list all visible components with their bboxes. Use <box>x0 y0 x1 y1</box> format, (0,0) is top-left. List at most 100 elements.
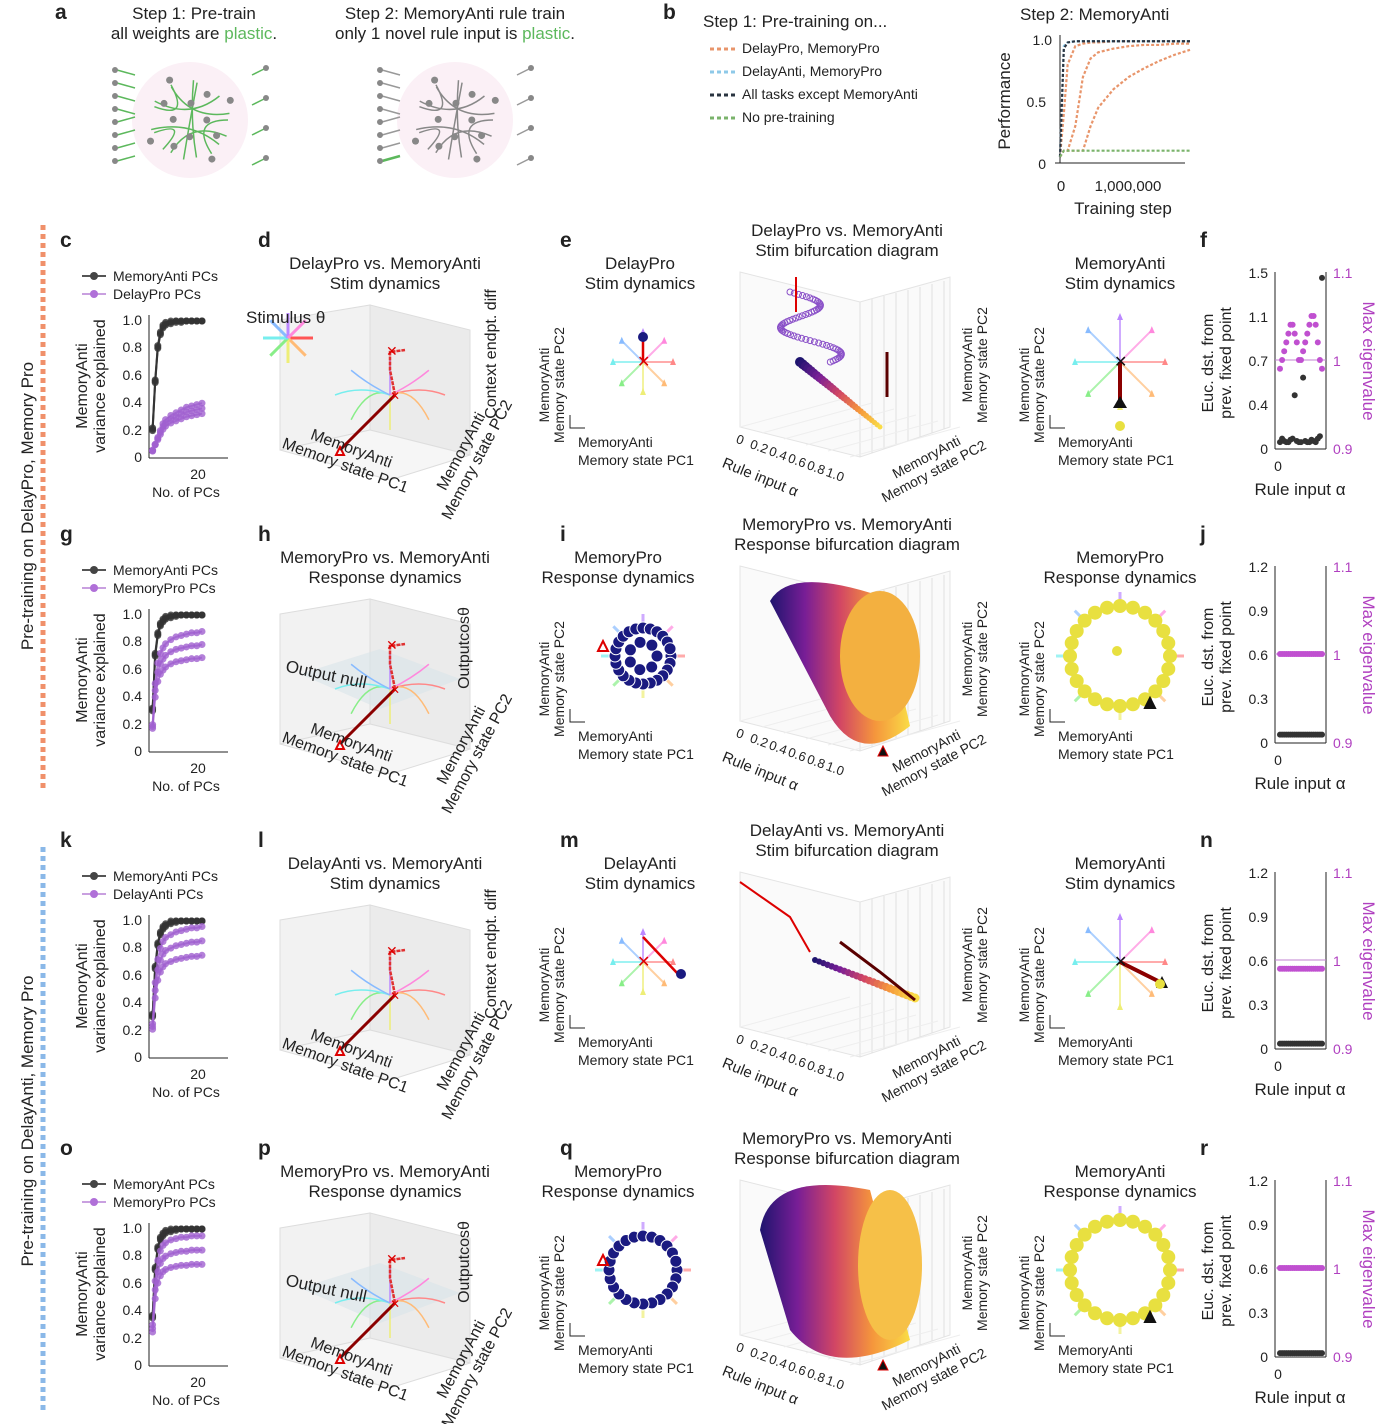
fixed-point <box>669 1254 683 1268</box>
data-point <box>193 317 201 325</box>
axis-label-line: Memory state PC1 <box>578 746 694 762</box>
arrow-head <box>670 358 676 365</box>
recurrent-connection <box>170 86 230 116</box>
data-point <box>193 952 201 960</box>
data-point <box>154 436 162 444</box>
input-weight <box>116 129 136 136</box>
data-point <box>188 629 196 637</box>
right-y-tick: 0.9 <box>1333 735 1353 751</box>
data-point <box>149 1025 157 1033</box>
right-y-tick: 1.1 <box>1333 265 1353 281</box>
panel-letter: k <box>60 829 72 852</box>
stimulus-trajectory <box>334 989 391 996</box>
step1-subtitle: all weights are plastic. <box>111 25 277 43</box>
axis-label-line: MemoryAnti <box>536 347 552 423</box>
plot-title: Step 2: MemoryAnti <box>1020 5 1170 24</box>
data-point <box>172 955 180 963</box>
right-y-tick: 1 <box>1333 647 1341 663</box>
grid-line <box>849 426 961 458</box>
neuron <box>166 76 174 84</box>
data-point <box>177 611 185 619</box>
legend-item: DelayPro, MemoryPro <box>742 40 880 56</box>
y-tick: 0.4 <box>122 1302 142 1319</box>
scale-bar <box>569 709 585 723</box>
eigenvalue-point <box>1277 365 1283 372</box>
panel-title: Stim dynamics <box>1064 274 1176 293</box>
right-y-tick: 1 <box>1333 1261 1341 1277</box>
axis-label-line: prev. fixed point <box>1218 907 1235 1019</box>
y-tick: 0 <box>134 1049 142 1065</box>
axis-label-line: MemoryAnti <box>1016 641 1032 717</box>
z-axis-label: MemoryAnti Memory state PC2 <box>959 601 990 717</box>
y-label-line: MemoryAnti <box>74 637 91 723</box>
data-point <box>162 640 170 648</box>
fixed-point <box>802 293 810 301</box>
input-node <box>377 119 383 125</box>
data-point <box>162 663 170 671</box>
fixed-point <box>1155 979 1165 989</box>
data-point <box>198 399 206 407</box>
data-point <box>162 1252 170 1260</box>
panel-title: MemoryAnti <box>1074 854 1166 873</box>
y-tick: 1.0 <box>122 606 142 622</box>
legend-marker <box>90 1198 98 1206</box>
y-tick: 0.6 <box>1248 1261 1268 1277</box>
right-y-axis-label: Max eigenvalue <box>1359 301 1378 421</box>
distance-point <box>1316 433 1323 440</box>
triangle-marker <box>334 1044 346 1056</box>
x-tick: 0 <box>1274 1058 1282 1074</box>
triangle-marker <box>334 1352 346 1364</box>
neuron <box>160 99 168 107</box>
y-tick: 0.8 <box>122 1247 142 1264</box>
stimulus-arrow <box>1087 361 1121 395</box>
arrow-head <box>670 958 676 965</box>
neuron <box>213 132 221 140</box>
y-label-line: variance explained <box>92 613 109 747</box>
data-point <box>188 938 196 946</box>
data-point <box>193 917 201 925</box>
neuron <box>186 133 194 141</box>
z-axis-label: Context endpt. diff <box>483 889 500 1019</box>
fixed-point <box>1064 1250 1079 1265</box>
series-line <box>1059 42 1190 158</box>
bifurcation-diagram <box>739 565 961 757</box>
stimulus-arrow <box>621 961 644 984</box>
y-tick: 0.2 <box>122 1021 142 1038</box>
arrow-head <box>661 379 668 387</box>
fixed-point <box>802 311 810 319</box>
y-tick: 1.5 <box>1248 265 1268 281</box>
output-node <box>263 95 269 101</box>
panel-title: Response bifurcation diagram <box>734 1149 960 1168</box>
back-panes <box>739 271 951 458</box>
data-point <box>177 1261 185 1269</box>
stimulus-arrow <box>621 340 644 363</box>
axis-label-line: prev. fixed point <box>1218 601 1235 713</box>
input-weight <box>381 95 401 102</box>
fixed-point <box>1112 646 1122 656</box>
neuron <box>435 142 443 150</box>
legend-item: MemoryAnti PCs <box>113 562 219 578</box>
data-point <box>162 422 170 430</box>
fixed-point <box>1156 624 1171 638</box>
floor-pane <box>279 1029 472 1081</box>
y-tick: 1.0 <box>1032 32 1052 48</box>
arrow-head <box>640 928 646 935</box>
fixed-point <box>815 339 823 347</box>
y-tick: 0.4 <box>122 688 142 705</box>
triangle-marker <box>1113 396 1127 408</box>
input-node <box>377 145 383 151</box>
memoryanti-trajectory <box>338 687 397 746</box>
neuron <box>187 99 195 107</box>
fixed-point <box>816 302 824 310</box>
right-y-axis-label: Max eigenvalue <box>1359 595 1378 715</box>
data-point <box>151 693 159 701</box>
stimulus-arrow <box>642 361 665 384</box>
data-point <box>198 937 206 945</box>
y-tick: 1.2 <box>1248 865 1268 881</box>
y-label-line: variance explained <box>92 1227 109 1361</box>
fixed-point <box>645 638 659 652</box>
fixed-point <box>1063 649 1077 663</box>
legend-swatches <box>82 872 106 898</box>
output-node <box>528 95 534 101</box>
fixed-point <box>826 358 834 366</box>
